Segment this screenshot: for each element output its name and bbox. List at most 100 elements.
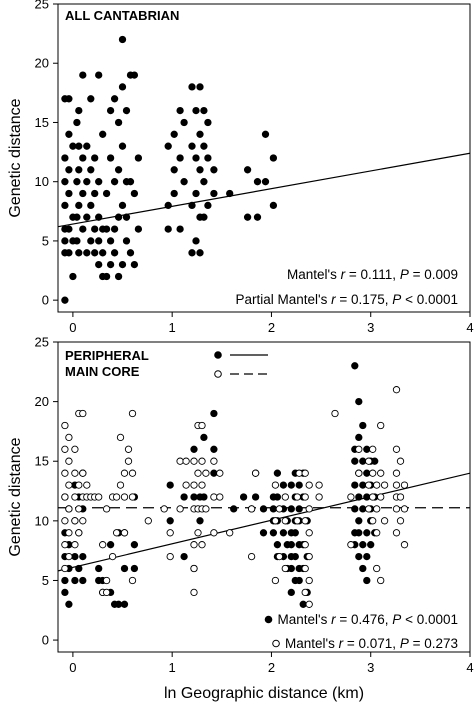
data-point-filled xyxy=(279,481,288,489)
data-point-filled xyxy=(351,457,359,465)
data-point-filled xyxy=(91,189,99,198)
data-point-filled xyxy=(99,130,107,138)
data-point-open xyxy=(65,552,73,561)
data-point-open xyxy=(226,529,234,537)
data-point-filled xyxy=(367,541,375,549)
annotation-part: = 0.175, xyxy=(336,292,393,307)
data-point-open xyxy=(281,564,289,573)
data-point-open xyxy=(71,517,79,525)
data-point-open xyxy=(275,552,284,561)
data-point-open xyxy=(377,576,385,585)
data-point-open xyxy=(380,481,389,489)
data-point-filled xyxy=(110,95,119,103)
annotation-part: < 0.0001 xyxy=(401,292,458,307)
data-point-filled xyxy=(79,189,87,198)
plot-frame xyxy=(57,341,471,653)
data-point-filled xyxy=(106,541,115,549)
data-point-filled xyxy=(75,201,83,210)
data-point-open xyxy=(293,517,301,525)
data-point-open xyxy=(128,469,137,477)
data-point-open xyxy=(61,445,69,453)
data-point-filled xyxy=(99,249,107,257)
data-point-open xyxy=(61,421,69,430)
data-point-open xyxy=(190,457,198,465)
data-point-filled xyxy=(130,541,139,549)
stat-annotation: Mantel's r = 0.476, P < 0.0001 xyxy=(278,612,458,627)
data-point-open xyxy=(182,457,190,465)
annotation-part: r xyxy=(341,267,346,282)
data-point-filled xyxy=(83,249,91,257)
data-point-filled xyxy=(106,260,115,269)
data-point-filled xyxy=(269,529,278,537)
data-point-filled xyxy=(295,481,303,489)
data-point-filled xyxy=(71,552,79,561)
data-point-filled xyxy=(200,106,208,115)
legend-marker xyxy=(214,351,222,359)
data-point-filled xyxy=(95,564,103,573)
data-point-open xyxy=(295,469,303,477)
data-point-filled xyxy=(75,106,83,115)
data-point-open xyxy=(112,493,121,501)
data-point-open xyxy=(190,564,198,573)
data-point-filled xyxy=(79,552,87,561)
data-point-filled xyxy=(106,237,115,245)
data-point-open xyxy=(61,564,69,573)
data-point-filled xyxy=(210,189,218,198)
plot-area xyxy=(58,35,470,304)
data-point-filled xyxy=(279,529,288,537)
data-point-filled xyxy=(126,178,135,186)
data-point-open xyxy=(301,564,309,573)
data-point-open xyxy=(305,552,313,561)
data-point-open xyxy=(116,481,125,489)
data-point-filled xyxy=(176,106,184,115)
data-point-open xyxy=(65,457,73,465)
x-tick-label: 0 xyxy=(69,660,76,675)
x-tick-label: 4 xyxy=(466,320,473,335)
data-point-filled xyxy=(130,564,139,573)
data-point-filled xyxy=(287,588,295,597)
data-point-filled xyxy=(363,493,371,501)
data-point-filled xyxy=(200,142,208,150)
data-point-filled xyxy=(359,481,367,489)
data-point-open xyxy=(190,541,198,549)
data-point-open xyxy=(202,469,210,477)
data-point-filled xyxy=(114,166,123,174)
data-point-open xyxy=(120,469,129,477)
data-point-filled xyxy=(176,154,184,162)
legend-marker xyxy=(214,370,222,378)
data-point-filled xyxy=(239,493,248,501)
y-tick-label: 10 xyxy=(35,174,49,189)
panel-peripheral-main-core: 0 5 10 15 20 25 0 1 2 3 4 Genetic distance ln Geogra… xyxy=(7,335,474,703)
data-point-filled xyxy=(253,178,262,186)
data-point-open xyxy=(102,588,111,597)
data-point-open xyxy=(392,529,401,537)
data-point-filled xyxy=(170,130,178,138)
data-point-open xyxy=(355,469,363,477)
data-point-filled xyxy=(122,106,131,115)
data-point-open xyxy=(71,493,79,501)
data-point-open xyxy=(301,517,309,525)
data-point-open xyxy=(281,517,289,525)
y-tick-label: 15 xyxy=(35,454,49,469)
data-point-open xyxy=(247,505,256,513)
data-point-open xyxy=(190,481,198,489)
data-point-filled xyxy=(351,362,359,370)
data-point-open xyxy=(355,445,363,453)
data-point-filled xyxy=(210,469,218,477)
x-tick-label: 1 xyxy=(169,660,176,675)
data-point-open xyxy=(400,481,409,489)
data-point-open xyxy=(210,457,218,465)
data-point-open xyxy=(198,457,206,465)
data-point-filled xyxy=(87,237,95,245)
annotation-part: = 0.476, xyxy=(336,612,393,627)
data-point-filled xyxy=(243,166,252,174)
data-point-filled xyxy=(166,481,174,489)
y-tick-label: 5 xyxy=(42,233,49,248)
data-point-filled xyxy=(114,213,123,221)
data-point-open xyxy=(79,409,87,418)
data-point-filled xyxy=(166,517,174,525)
data-point-filled xyxy=(210,409,218,418)
stat-annotation: Mantel's r = 0.111, P = 0.009 xyxy=(287,267,458,282)
data-point-filled xyxy=(180,493,188,501)
data-point-filled xyxy=(196,83,204,91)
